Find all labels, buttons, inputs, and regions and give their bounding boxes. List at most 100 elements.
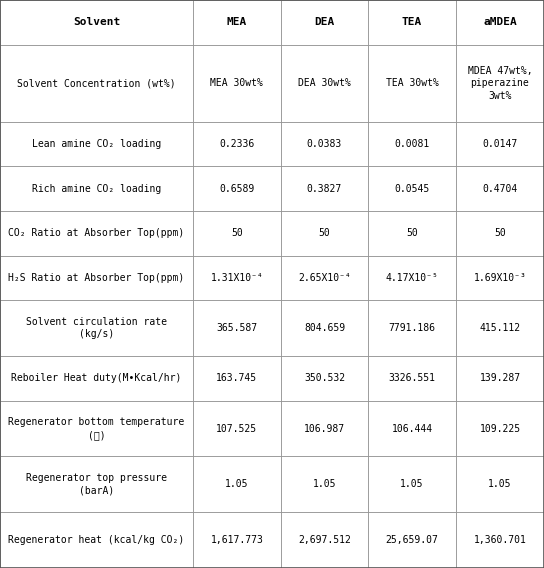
Bar	[193, 512, 281, 568]
Bar	[456, 122, 544, 166]
Text: 0.0383: 0.0383	[307, 139, 342, 149]
Bar	[456, 256, 544, 300]
Bar	[193, 166, 281, 211]
Bar	[368, 512, 456, 568]
Text: 1.31X10⁻⁴: 1.31X10⁻⁴	[211, 273, 263, 283]
Text: 350.532: 350.532	[304, 373, 345, 383]
Bar	[368, 256, 456, 300]
Text: H₂S Ratio at Absorber Top(ppm): H₂S Ratio at Absorber Top(ppm)	[9, 273, 184, 283]
Bar	[281, 166, 368, 211]
Text: 2,697.512: 2,697.512	[298, 535, 351, 545]
Text: 1.05: 1.05	[400, 479, 424, 490]
Text: TEA: TEA	[402, 17, 422, 27]
Text: 1.05: 1.05	[313, 479, 336, 490]
Text: CO₂ Ratio at Absorber Top(ppm): CO₂ Ratio at Absorber Top(ppm)	[9, 228, 184, 239]
Bar	[281, 211, 368, 256]
Text: 2.65X10⁻⁴: 2.65X10⁻⁴	[298, 273, 351, 283]
Bar	[193, 256, 281, 300]
Bar	[281, 512, 368, 568]
Text: aMDEA: aMDEA	[483, 17, 517, 27]
Bar	[0, 166, 193, 211]
Bar	[456, 457, 544, 512]
Text: 804.659: 804.659	[304, 323, 345, 333]
Bar	[0, 0, 193, 45]
Bar	[456, 211, 544, 256]
Text: Solvent circulation rate
(kg/s): Solvent circulation rate (kg/s)	[26, 317, 167, 340]
Text: MDEA 47wt%,
piperazine
3wt%: MDEA 47wt%, piperazine 3wt%	[468, 66, 532, 101]
Text: 415.112: 415.112	[479, 323, 521, 333]
Text: 1.05: 1.05	[488, 479, 512, 490]
Bar	[0, 211, 193, 256]
Text: 0.0545: 0.0545	[394, 184, 430, 194]
Bar	[281, 300, 368, 356]
Bar	[0, 122, 193, 166]
Bar	[193, 211, 281, 256]
Bar	[456, 512, 544, 568]
Text: 0.0147: 0.0147	[483, 139, 517, 149]
Bar	[456, 166, 544, 211]
Text: TEA 30wt%: TEA 30wt%	[386, 78, 438, 88]
Bar	[0, 356, 193, 400]
Text: 4.17X10⁻⁵: 4.17X10⁻⁵	[386, 273, 438, 283]
Bar	[0, 45, 193, 122]
Bar	[193, 457, 281, 512]
Bar	[193, 400, 281, 457]
Bar	[368, 300, 456, 356]
Text: MEA 30wt%: MEA 30wt%	[211, 78, 263, 88]
Text: 106.987: 106.987	[304, 424, 345, 433]
Text: Solvent: Solvent	[73, 17, 120, 27]
Bar	[281, 45, 368, 122]
Text: 0.6589: 0.6589	[219, 184, 255, 194]
Bar	[456, 400, 544, 457]
Bar	[193, 45, 281, 122]
Text: Lean amine CO₂ loading: Lean amine CO₂ loading	[32, 139, 161, 149]
Text: 50: 50	[319, 228, 330, 239]
Text: Solvent Concentration (wt%): Solvent Concentration (wt%)	[17, 78, 176, 88]
Text: 50: 50	[231, 228, 243, 239]
Text: 109.225: 109.225	[479, 424, 521, 433]
Bar	[0, 512, 193, 568]
Bar	[456, 0, 544, 45]
Bar	[193, 122, 281, 166]
Bar	[193, 0, 281, 45]
Bar	[0, 300, 193, 356]
Bar	[0, 457, 193, 512]
Bar	[456, 45, 544, 122]
Bar	[368, 400, 456, 457]
Text: DEA 30wt%: DEA 30wt%	[298, 78, 351, 88]
Bar	[368, 45, 456, 122]
Text: Reboiler Heat duty(M•Kcal/hr): Reboiler Heat duty(M•Kcal/hr)	[11, 373, 182, 383]
Text: 139.287: 139.287	[479, 373, 521, 383]
Bar	[368, 356, 456, 400]
Text: 1.05: 1.05	[225, 479, 249, 490]
Bar	[368, 166, 456, 211]
Bar	[456, 300, 544, 356]
Bar	[193, 356, 281, 400]
Text: Regenerator top pressure
(barA): Regenerator top pressure (barA)	[26, 473, 167, 495]
Text: Regenerator bottom temperature
(℃): Regenerator bottom temperature (℃)	[9, 417, 184, 440]
Text: DEA: DEA	[314, 17, 335, 27]
Text: Regenerator heat (kcal/kg CO₂): Regenerator heat (kcal/kg CO₂)	[9, 535, 184, 545]
Text: 50: 50	[494, 228, 506, 239]
Bar	[281, 0, 368, 45]
Text: 50: 50	[406, 228, 418, 239]
Text: 3326.551: 3326.551	[388, 373, 436, 383]
Text: 0.0081: 0.0081	[394, 139, 430, 149]
Text: 1,617.773: 1,617.773	[211, 535, 263, 545]
Bar	[281, 122, 368, 166]
Bar	[0, 400, 193, 457]
Bar	[0, 256, 193, 300]
Text: 1,360.701: 1,360.701	[473, 535, 527, 545]
Text: 7791.186: 7791.186	[388, 323, 436, 333]
Bar	[281, 356, 368, 400]
Text: 106.444: 106.444	[392, 424, 432, 433]
Text: 107.525: 107.525	[217, 424, 257, 433]
Text: MEA: MEA	[227, 17, 247, 27]
Bar	[281, 256, 368, 300]
Bar	[456, 356, 544, 400]
Text: 365.587: 365.587	[217, 323, 257, 333]
Bar	[368, 457, 456, 512]
Bar	[193, 300, 281, 356]
Text: 25,659.07: 25,659.07	[386, 535, 438, 545]
Text: 163.745: 163.745	[217, 373, 257, 383]
